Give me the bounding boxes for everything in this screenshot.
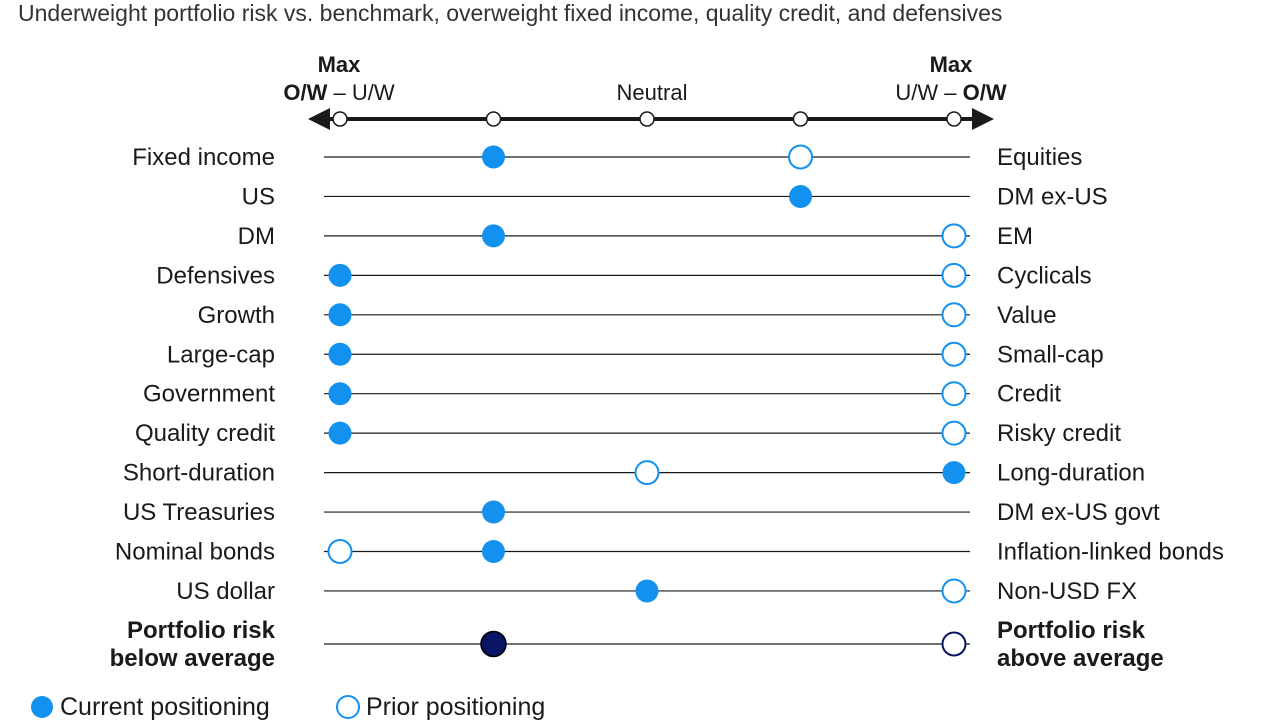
legend-prior-marker (336, 695, 360, 719)
row-right-label: Non-USD FX (997, 578, 1137, 605)
right-scale-label: U/W – O/W (895, 80, 1006, 105)
axis-tick (946, 111, 962, 127)
left-max-label: Max (318, 52, 362, 77)
scale-axis (308, 108, 994, 130)
row-left-label: Nominal bonds (115, 539, 275, 566)
current-position-dot (635, 579, 659, 603)
row-right-label: Cyclicals (997, 262, 1092, 289)
right-max-label: Max (930, 52, 974, 77)
legend-current-label: Current positioning (60, 693, 270, 720)
row-right-label: DM ex-US govt (997, 499, 1160, 526)
current-position-dot (328, 342, 352, 366)
current-position-dot (482, 145, 505, 169)
row-left-label: US dollar (176, 578, 275, 605)
left-dash: – (327, 80, 351, 105)
current-position-dot (482, 500, 505, 524)
row-right-label: Value (997, 302, 1057, 329)
current-position-dot (328, 382, 352, 406)
row-right-label: Long-duration (997, 460, 1145, 487)
row-left-label: Fixed income (132, 144, 275, 171)
current-position-dot (482, 540, 505, 563)
prior-position-dot (941, 631, 967, 657)
current-position-dot (328, 421, 352, 445)
current-position-dot (328, 303, 352, 327)
left-ow-label: O/W (283, 80, 327, 105)
prior-position-dot (941, 341, 967, 367)
prior-position-dot (788, 144, 813, 170)
prior-position-dot (941, 381, 967, 407)
scale-header: Max O/W – U/W Neutral Max U/W – O/W (283, 52, 1006, 105)
chart-subtitle: Underweight portfolio risk vs. benchmark… (18, 0, 1002, 26)
axis-tick (639, 111, 655, 127)
row-left-label: DM (238, 223, 275, 250)
current-position-dot (482, 224, 505, 248)
prior-position-dot (941, 420, 967, 446)
row-right-label: Portfolio risk (997, 617, 1146, 644)
prior-position-dot (941, 262, 967, 288)
row-left-label: Portfolio risk (127, 617, 276, 644)
prior-position-dot (327, 539, 353, 564)
row-right-label: Inflation-linked bonds (997, 539, 1224, 566)
prior-position-dot (941, 302, 967, 328)
prior-position-dot (634, 460, 660, 486)
neutral-label: Neutral (617, 80, 688, 105)
axis-tick (332, 111, 348, 127)
row-left-label: Government (143, 381, 275, 408)
positioning-rows: Fixed income Equities US DM ex-US DM EM Defens… (110, 144, 1224, 672)
row-right-label: DM ex-US (997, 183, 1108, 210)
legend-current-marker (31, 696, 53, 718)
row-right-label: EM (997, 223, 1033, 250)
right-dash: – (938, 80, 962, 105)
row-left-label: Growth (198, 302, 275, 329)
left-scale-label: O/W – U/W (283, 80, 394, 105)
row-right-label: Risky credit (997, 420, 1121, 447)
row-left-label: US (242, 183, 275, 210)
current-position-dot (328, 263, 352, 287)
row-left-label: Defensives (156, 262, 275, 289)
current-position-dot (789, 184, 812, 208)
row-left-label: Short-duration (123, 460, 275, 487)
current-position-dot (480, 630, 507, 658)
row-right-label: Small-cap (997, 341, 1104, 368)
axis-left-arrowhead (308, 108, 330, 130)
row-right-label: Equities (997, 144, 1082, 171)
row-left-label: US Treasuries (123, 499, 275, 526)
axis-tick (485, 111, 502, 127)
prior-position-dot (941, 223, 967, 249)
right-uw-label: U/W (895, 80, 938, 105)
row-right-label: above average (997, 645, 1164, 672)
row-left-label: below average (110, 645, 275, 672)
right-ow-label: O/W (963, 80, 1007, 105)
legend: Current positioning Prior positioning (31, 693, 545, 720)
row-left-label: Large-cap (167, 341, 275, 368)
left-uw-label: U/W (352, 80, 395, 105)
row-left-label: Quality credit (135, 420, 275, 447)
current-position-dot (942, 461, 966, 485)
axis-right-arrowhead (972, 108, 994, 130)
row-right-label: Credit (997, 381, 1061, 408)
prior-position-dot (941, 578, 967, 604)
legend-prior-label: Prior positioning (366, 693, 545, 720)
axis-tick (792, 111, 809, 127)
